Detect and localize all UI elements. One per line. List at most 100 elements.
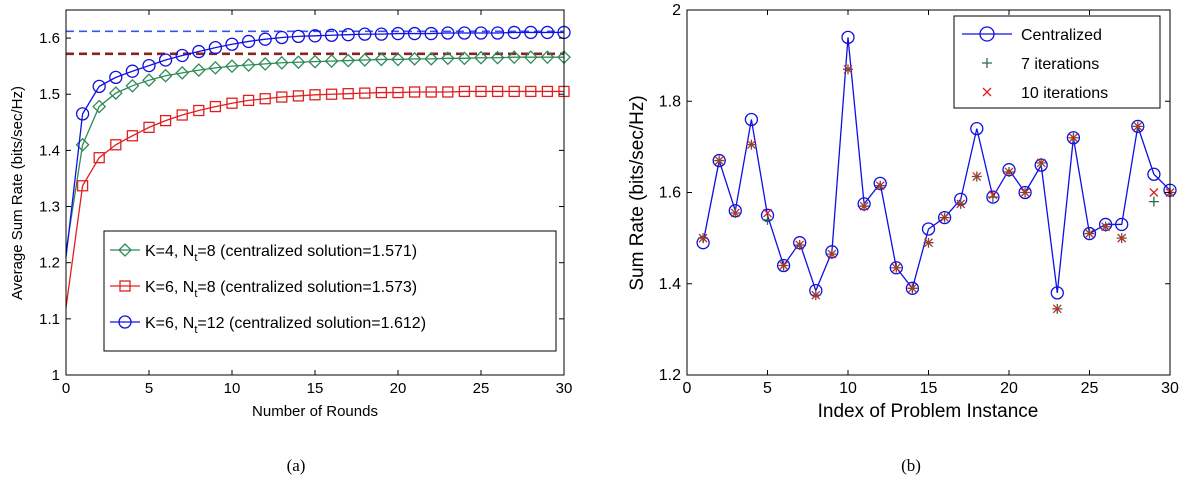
data-point-a-1 [125,78,140,93]
x-tick-label: 20 [390,380,407,397]
legend-b: Centralized 7 iterations 10 iterations [953,15,1161,109]
legend-marker-a-3 [118,315,132,329]
data-point-b-3 [956,199,966,209]
data-point-a-2 [209,100,222,113]
x-tick-label: 5 [763,380,772,397]
caption-a: (a) [287,456,306,475]
x-tick-label: 0 [683,380,692,397]
data-point-a-3 [208,40,223,55]
data-point-a-1 [158,68,173,83]
data-point-a-2 [93,152,105,164]
data-point-a-2 [309,89,321,101]
data-point-b-3 [1133,121,1143,131]
y-tick-label: 1.8 [659,93,681,110]
x-tick-label: 30 [556,380,573,397]
data-point-b-1 [712,153,726,168]
data-point-a-2 [325,88,338,100]
data-point-a-3 [391,26,405,41]
data-point-a-1 [407,51,422,66]
data-point-a-2 [292,90,305,102]
legend-marker-b-1 [979,26,995,42]
x-tick-label: 25 [1081,380,1099,397]
data-point-a-2 [276,91,288,103]
data-point-b-3 [1101,222,1111,232]
data-point-a-3 [341,28,355,42]
data-point-a-1 [308,54,322,69]
data-point-a-2 [76,180,89,192]
data-point-b-3 [763,208,772,218]
data-point-a-3 [308,29,322,43]
y-tick-label: 1.4 [39,142,60,159]
data-point-a-3 [75,107,90,121]
data-point-a-3 [109,70,123,85]
data-point-b-1 [841,30,855,45]
data-point-a-1 [191,63,206,78]
data-point-b-1 [937,210,952,225]
x-tick-label: 20 [1000,380,1018,397]
data-point-a-3 [291,29,306,44]
data-point-a-1 [341,53,356,68]
data-point-a-1 [540,50,555,65]
data-point-b-2 [762,214,773,225]
data-point-a-1 [291,55,306,70]
legend-entry-b-2: 7 iterations [1021,56,1099,73]
x-tick-label: 15 [920,380,938,397]
data-point-a-2 [226,97,238,109]
legend-box-a [103,230,557,352]
x-tick-label: 30 [1161,380,1179,397]
data-point-a-1 [274,55,289,70]
legend-marker-b-3 [982,87,992,97]
data-point-a-3 [374,27,389,41]
reference-lines-a [66,30,564,56]
data-point-b-1 [986,190,1000,204]
y-tick-label: 1 [52,367,60,384]
data-point-b-3 [1085,229,1094,239]
data-point-a-3 [540,25,555,40]
data-point-a-3 [324,28,339,42]
data-point-b-3 [972,172,982,181]
data-point-a-2 [159,114,172,127]
x-tick-label: 10 [224,380,241,397]
data-point-b-3 [1068,133,1078,143]
data-point-a-2 [408,86,421,98]
data-point-b-2 [1148,196,1159,207]
data-point-a-3 [358,27,372,41]
data-point-a-2 [259,93,271,105]
data-point-b-3 [714,156,724,166]
data-point-a-2 [541,85,554,98]
data-point-b-1 [1018,185,1032,200]
x-tick-label: 10 [839,380,857,397]
data-point-a-1 [424,51,439,66]
data-point-b-1 [776,258,791,273]
x-axis-label-a: Number of Rounds [252,403,378,420]
data-point-a-2 [342,88,354,100]
data-point-a-2 [491,85,504,98]
data-point-b-3 [1052,304,1062,314]
series-line-a-3 [65,31,564,258]
x-axis-label-b: Index of Problem Instance [818,401,1039,422]
data-point-b-3 [811,290,821,300]
data-point-b-3 [891,263,901,273]
y-axis-label-b: Sum Rate (bits/sec/Hz) [627,95,648,290]
data-point-b-3 [1004,167,1014,177]
data-point-a-1 [440,51,455,66]
data-point-a-3 [192,44,206,59]
data-point-a-3 [424,26,438,41]
y-tick-label: 1.5 [39,86,60,103]
data-point-a-3 [407,26,422,41]
data-point-b-3 [795,240,805,250]
caption-b: (b) [901,456,921,475]
data-point-a-1 [474,50,488,65]
data-point-a-3 [158,53,173,67]
data-point-a-3 [92,79,106,94]
data-point-a-2 [442,86,454,98]
data-point-a-1 [523,50,538,65]
legend-marker-b-2 [982,58,992,68]
legend-a: K=4, Nt=8 (centralized solution=1.571) K… [103,230,557,352]
x-tick-label: 25 [473,380,490,397]
data-point-b-3 [1149,188,1159,197]
data-point-a-1 [507,50,522,65]
data-point-b-1 [905,281,920,295]
data-point-a-2 [475,85,487,98]
